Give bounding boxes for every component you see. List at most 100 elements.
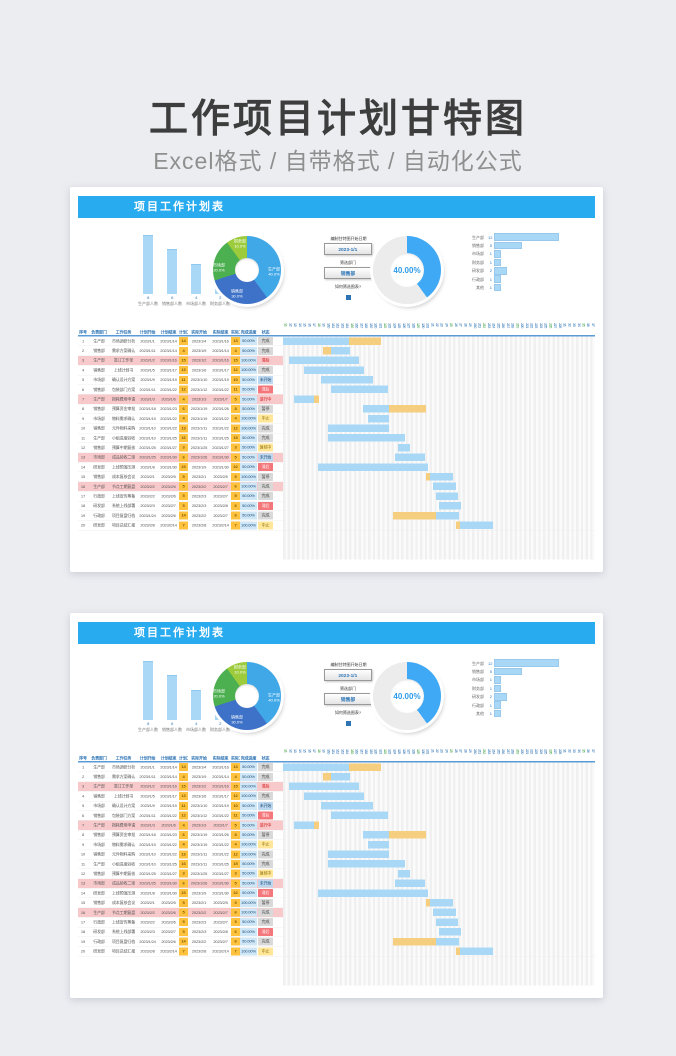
row-cell: 2023/1/25 (139, 455, 156, 460)
row-cell: 22 (231, 889, 240, 898)
row-spacer (274, 889, 283, 898)
row-cell: 2023/1/7 (213, 823, 228, 828)
row-cell: 2023/1/4 (191, 338, 207, 344)
row-spacer (274, 472, 283, 481)
row-cell: 2023/1/26 (212, 406, 229, 412)
row-cell: 2023/2/7 (213, 939, 228, 944)
gantt-plan-bar (328, 850, 389, 859)
row-cell: 7 (81, 823, 85, 828)
gantt-date-label: 1/8 (316, 749, 321, 753)
row-cell: 50.00% (240, 385, 257, 394)
row-cell: 完成 (257, 763, 274, 772)
status-badge: 完成 (258, 434, 273, 443)
hbar-value-label: 1 (489, 677, 492, 683)
row-cell: 需求方案确认 (111, 774, 136, 780)
table-row: 4 销售部 上线计划书 2023/1/5 2023/1/17 13 2023/1/6 2023… (78, 791, 595, 802)
row-cell: 2023/2/6 (161, 910, 176, 915)
row-cell: 2023/2/2 (140, 919, 155, 925)
filter-dept-select[interactable]: 销售部 (324, 267, 372, 279)
row-cell: 10 (231, 375, 240, 384)
hbar-category-label: 行政部 (472, 702, 484, 708)
row-cell: 50.00% (240, 772, 257, 781)
filter-hint-label: 如何筛选图表? (334, 284, 362, 289)
row-cell: 销售部 (93, 348, 105, 354)
row-cell: 完成 (257, 908, 274, 917)
row-cell: 15 (179, 782, 188, 791)
gantt-date-label: 2/9 (468, 749, 472, 753)
row-spacer (274, 463, 283, 472)
status-badge: 完成 (258, 918, 273, 927)
row-cell: 15 (231, 356, 240, 365)
gantt-row (283, 849, 595, 860)
row-cell: 2023/1/2 (191, 358, 207, 363)
row-cell: 2023/1/2 (140, 784, 155, 789)
hbar-row: 市场部 1 (450, 250, 600, 258)
gantt-date-label: 3/2 (567, 323, 571, 327)
row-cell: 5 (231, 453, 240, 462)
gantt-start-date-input[interactable]: 2023-1/1 (324, 669, 372, 681)
gantt-actual-bar (314, 395, 319, 403)
row-cell: 13 (179, 792, 188, 801)
row-cell: 2023/2/7 (213, 919, 228, 925)
row-spacer (274, 443, 283, 452)
row-cell: 100.00% (240, 908, 257, 917)
gantt-start-date-label: 编制甘特图开始日期 (330, 662, 367, 667)
gantt-date-label: 2/13 (486, 749, 491, 754)
row-cell: 14 (179, 763, 188, 772)
row-cell: 生产部 (93, 338, 105, 344)
gantt-row (283, 897, 595, 908)
row-spacer (274, 879, 283, 888)
header-spacer (274, 749, 283, 761)
row-cell: 2023/1/19 (212, 803, 229, 809)
row-cell: 物料需求确认 (111, 416, 136, 421)
gantt-date-label: 1/20 (373, 323, 378, 328)
row-spacer (274, 792, 283, 801)
gantt-plan-bar (395, 879, 425, 888)
row-cell: 市场部 (93, 416, 105, 421)
table-row: 2 销售部 需求方案确认 2023/1/11 2023/1/14 4 2023/1/9 202… (78, 345, 595, 356)
gantt-start-date-input[interactable]: 2023-1/1 (324, 243, 372, 255)
table-row: 8 销售部 预算资金审批 2023/1/18 2023/1/23 6 2023/1/19 20… (78, 404, 595, 415)
row-cell: 50.00% (240, 937, 257, 946)
gantt-date-label: 1/14 (345, 749, 349, 754)
hbar-bar (494, 275, 502, 283)
row-cell: 暂停 (257, 898, 274, 907)
row-cell: 2023/2/14 (212, 949, 229, 954)
donut-segment-label: 市场部 20.0% (213, 262, 225, 273)
filter-dept-select[interactable]: 销售部 (324, 693, 372, 705)
row-cell: 签订工作单 (113, 784, 134, 789)
row-cell: 滞后 (257, 927, 274, 936)
gantt-date-label: 1/9 (321, 749, 326, 753)
table-row: 5 市场部 确认设计方案 2023/1/9 2023/1/19 11 2023/1/10 20… (78, 375, 595, 385)
gantt-row (283, 481, 595, 492)
hbar-value-label: 5 (489, 669, 492, 674)
gantt-plan-bar (331, 772, 350, 781)
row-cell: 2023/2/7 (213, 513, 228, 518)
gantt-date-label: 2/25 (543, 749, 548, 754)
row-cell: 5 (179, 472, 188, 481)
hbar-bar (494, 267, 507, 275)
row-cell: 2023/1/6 (161, 823, 176, 828)
gantt-date-label: 1/28 (411, 323, 415, 328)
gantt-date-label: 2/1 (430, 323, 434, 327)
gantt-date-label: 3/3 (572, 749, 576, 753)
gantt-plan-bar (318, 463, 428, 471)
row-cell: 5 (231, 821, 240, 830)
gantt-row (283, 471, 595, 482)
row-cell: 12 (179, 811, 188, 820)
row-cell: 50.00% (240, 463, 257, 472)
row-cell: 2023/1/19 (160, 803, 177, 809)
row-cell: 2023/1/9 (191, 464, 207, 470)
status-badge: 复核中 (258, 443, 273, 452)
gantt-plan-bar (368, 414, 389, 423)
bar-value-label: 4 (194, 295, 198, 300)
gantt-date-label: 1/16 (354, 749, 359, 754)
table-row: 3 生产部 签订工作单 2023/1/2 2023/1/16 15 2023/1/2 2023… (78, 781, 595, 792)
column-header: 完成进度 (240, 756, 257, 761)
gantt-actual-bar (389, 405, 426, 413)
row-cell: 2023/1/19 (190, 416, 208, 421)
gantt-date-label: 1/4 (297, 749, 302, 753)
gantt-row (283, 462, 595, 472)
legend-marker-icon (345, 721, 351, 726)
